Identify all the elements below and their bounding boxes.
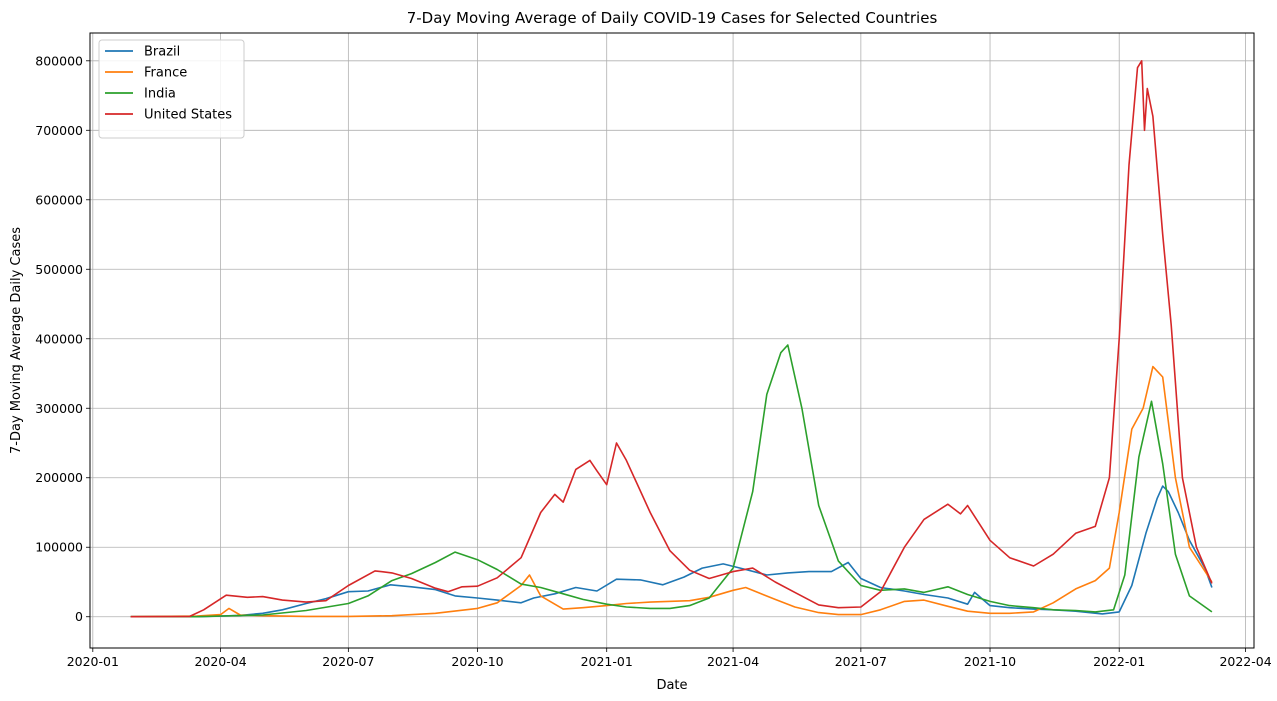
y-axis-title: 7-Day Moving Average Daily Cases [9,227,24,454]
x-tick-label: 2020-04 [194,654,246,669]
series-line-france [130,365,1213,618]
y-tick-label: 600000 [35,192,83,207]
series-line-india [130,344,1213,618]
y-tick-label: 100000 [35,540,83,555]
y-tick-label: 700000 [35,123,83,138]
y-tick-label: 500000 [35,262,83,277]
series-line-united-states [130,59,1213,618]
y-tick-label: 800000 [35,53,83,68]
legend-label: France [144,66,187,81]
x-tick-label: 2021-10 [964,654,1016,669]
y-tick-label: 300000 [35,401,83,416]
y-tick-label: 200000 [35,470,83,485]
y-axis-ticks: 0 100000 200000 300000 400000 500000 600000 700… [35,53,90,624]
legend: Brazil France India United States [98,39,245,139]
x-tick-label: 2022-04 [1219,654,1271,669]
x-axis-ticks: 2020-01 2020-04 2020-07 2020-10 2021-01 2021-… [67,648,1272,669]
plot-frame [89,32,1255,649]
grid-lines [90,33,1254,648]
x-axis-title: Date [656,678,687,693]
series-lines [130,59,1213,618]
x-tick-label: 2020-10 [451,654,503,669]
legend-label: United States [144,108,232,123]
x-tick-label: 2022-01 [1093,654,1145,669]
series-line-brazil [130,485,1213,618]
x-tick-label: 2020-07 [322,654,374,669]
x-tick-label: 2021-01 [581,654,633,669]
x-tick-label: 2021-04 [707,654,759,669]
legend-label: Brazil [144,45,180,60]
x-tick-label: 2021-07 [835,654,887,669]
legend-box [98,39,245,139]
x-tick-label: 2020-01 [67,654,119,669]
y-tick-label: 0 [75,609,83,624]
legend-label: India [144,87,176,102]
chart-title: 7-Day Moving Average of Daily COVID-19 C… [407,9,938,27]
y-tick-label: 400000 [35,331,83,346]
